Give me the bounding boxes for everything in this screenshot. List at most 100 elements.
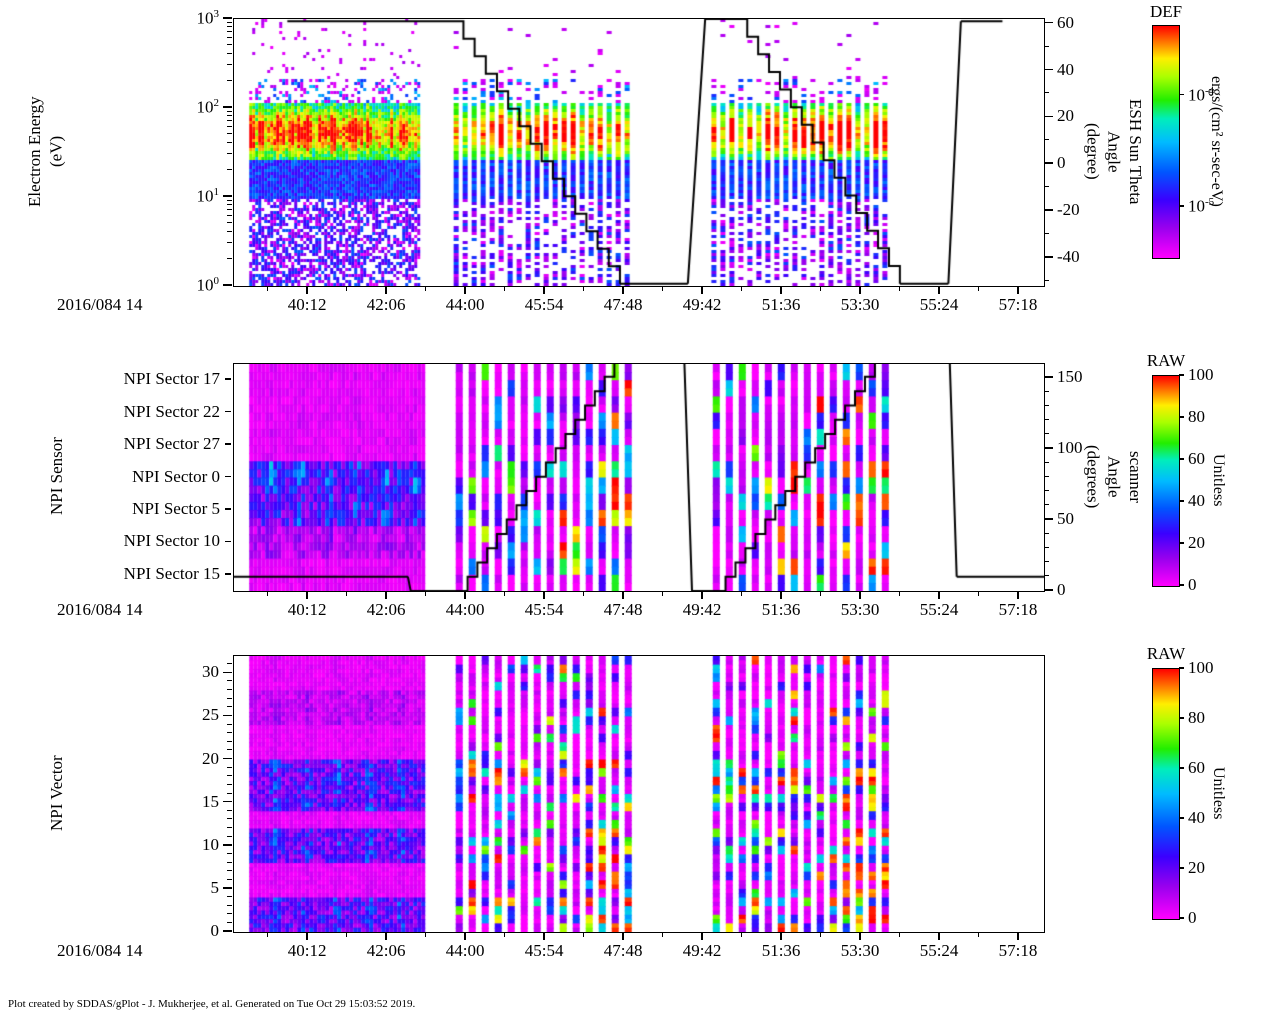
x-tick bbox=[385, 591, 387, 599]
y-axis-label-electron-energy: Electron Energy (eV) bbox=[24, 18, 67, 285]
y-axis-label-units: (eV) bbox=[46, 135, 66, 168]
right-minor-tick bbox=[1045, 390, 1049, 392]
right-minor-tick bbox=[1045, 419, 1049, 421]
x-minor-tick bbox=[346, 932, 348, 937]
right-tick bbox=[1045, 447, 1053, 449]
right-axis-name: (degree) bbox=[1083, 123, 1103, 180]
x-minor-tick bbox=[346, 591, 348, 596]
x-tick-label: 47:48 bbox=[603, 599, 643, 619]
x-tick bbox=[385, 286, 387, 294]
colorbar-tick-label: 80 bbox=[1188, 407, 1205, 427]
right-tick-label: 60 bbox=[1057, 12, 1074, 32]
y-minor-tick bbox=[227, 775, 232, 777]
right-tick-label: 0 bbox=[1057, 580, 1066, 600]
x-tick bbox=[385, 932, 387, 940]
x-tick-label: 42:06 bbox=[366, 940, 406, 960]
y-minor-tick bbox=[227, 680, 232, 682]
y-minor-tick bbox=[227, 115, 232, 117]
x-minor-tick bbox=[267, 932, 269, 937]
right-tick-label: 100 bbox=[1057, 438, 1083, 458]
right-tick bbox=[1045, 162, 1053, 164]
x-tick bbox=[859, 932, 861, 940]
right-tick-label: 0 bbox=[1057, 153, 1066, 173]
x-tick bbox=[306, 286, 308, 294]
x-minor-tick bbox=[741, 286, 743, 291]
x-tick bbox=[780, 286, 782, 294]
x-tick bbox=[701, 932, 703, 940]
right-minor-tick bbox=[1045, 546, 1049, 548]
x-minor-tick bbox=[820, 286, 822, 291]
x-tick-label: 45:54 bbox=[524, 940, 564, 960]
x-tick-label: 49:42 bbox=[682, 940, 722, 960]
y-tick-label: 0 bbox=[210, 921, 220, 941]
x-minor-tick bbox=[978, 286, 980, 291]
x-tick-label: 44:00 bbox=[445, 294, 485, 314]
sector-tick bbox=[225, 573, 231, 575]
x-tick-label: 57:18 bbox=[998, 599, 1038, 619]
x-axis-date-label: 2016/084 14 bbox=[57, 940, 143, 960]
x-minor-tick bbox=[899, 591, 901, 596]
x-tick-label: 51:36 bbox=[761, 599, 801, 619]
x-tick bbox=[543, 932, 545, 940]
x-minor-tick bbox=[425, 591, 427, 596]
x-tick-label: 53:30 bbox=[840, 940, 880, 960]
y-minor-tick bbox=[227, 904, 232, 906]
y-minor-tick bbox=[227, 141, 232, 143]
right-tick-label: 50 bbox=[1057, 509, 1074, 529]
x-axis-date-label: 2016/084 14 bbox=[57, 599, 143, 619]
x-tick bbox=[306, 932, 308, 940]
right-axis-name: ESH Sun Theta bbox=[1125, 98, 1145, 205]
x-tick bbox=[464, 591, 466, 599]
x-tick bbox=[464, 932, 466, 940]
x-tick-label: 55:24 bbox=[919, 599, 959, 619]
x-minor-tick bbox=[662, 286, 664, 291]
sector-label: NPI Sector 27 bbox=[123, 434, 220, 454]
sector-tick bbox=[225, 508, 231, 510]
x-tick bbox=[543, 286, 545, 294]
right-tick-label: 150 bbox=[1057, 367, 1083, 387]
npi-sensor-spectrogram bbox=[233, 363, 1045, 592]
x-tick-label: 57:18 bbox=[998, 940, 1038, 960]
x-minor-tick bbox=[741, 932, 743, 937]
right-minor-tick bbox=[1045, 139, 1049, 141]
y-minor-tick bbox=[227, 199, 232, 201]
x-minor-tick bbox=[583, 286, 585, 291]
colorbar-raw-vector bbox=[1152, 668, 1180, 920]
y-tick-label: 103 bbox=[196, 7, 220, 28]
y-axis-label-npi-vector: NPI Vector bbox=[46, 655, 67, 931]
sector-tick bbox=[225, 410, 231, 413]
x-tick-label: 44:00 bbox=[445, 599, 485, 619]
y-minor-tick bbox=[227, 126, 232, 128]
y-minor-tick bbox=[227, 215, 232, 217]
sector-label: NPI Sector 0 bbox=[132, 466, 220, 486]
colorbar-raw-sensor bbox=[1152, 375, 1180, 587]
x-minor-tick bbox=[899, 932, 901, 937]
y-minor-tick bbox=[227, 783, 232, 785]
x-tick-label: 47:48 bbox=[603, 940, 643, 960]
sector-tick bbox=[225, 443, 231, 445]
sector-tick bbox=[225, 475, 231, 478]
right-minor-tick bbox=[1045, 532, 1049, 534]
right-minor-tick bbox=[1045, 476, 1049, 477]
y-minor-tick bbox=[227, 44, 232, 46]
colorbar-title-def: DEF bbox=[1149, 2, 1183, 21]
x-minor-tick bbox=[662, 932, 664, 937]
y-tick-label: 30 bbox=[202, 662, 219, 682]
right-tick bbox=[1045, 68, 1053, 71]
right-minor-tick bbox=[1045, 45, 1049, 47]
y-minor-tick bbox=[227, 257, 232, 259]
colorbar-unit-def: ergs/(cm² sr-sec-eV) bbox=[1208, 75, 1225, 207]
y-minor-tick bbox=[227, 31, 232, 33]
colorbar-tick-label: 60 bbox=[1188, 758, 1205, 778]
x-minor-tick bbox=[425, 286, 427, 291]
y-minor-tick bbox=[227, 663, 232, 665]
x-minor-tick bbox=[978, 591, 980, 596]
sector-label: NPI Sector 15 bbox=[123, 563, 220, 583]
y-minor-tick bbox=[227, 697, 232, 699]
y-minor-tick bbox=[227, 896, 232, 897]
x-minor-tick bbox=[662, 591, 664, 596]
right-minor-tick bbox=[1045, 433, 1049, 435]
y-minor-tick bbox=[227, 921, 232, 923]
footer-credit: Plot created by SDDAS/gPlot - J. Mukherj… bbox=[8, 998, 416, 1010]
y-minor-tick bbox=[227, 689, 232, 690]
